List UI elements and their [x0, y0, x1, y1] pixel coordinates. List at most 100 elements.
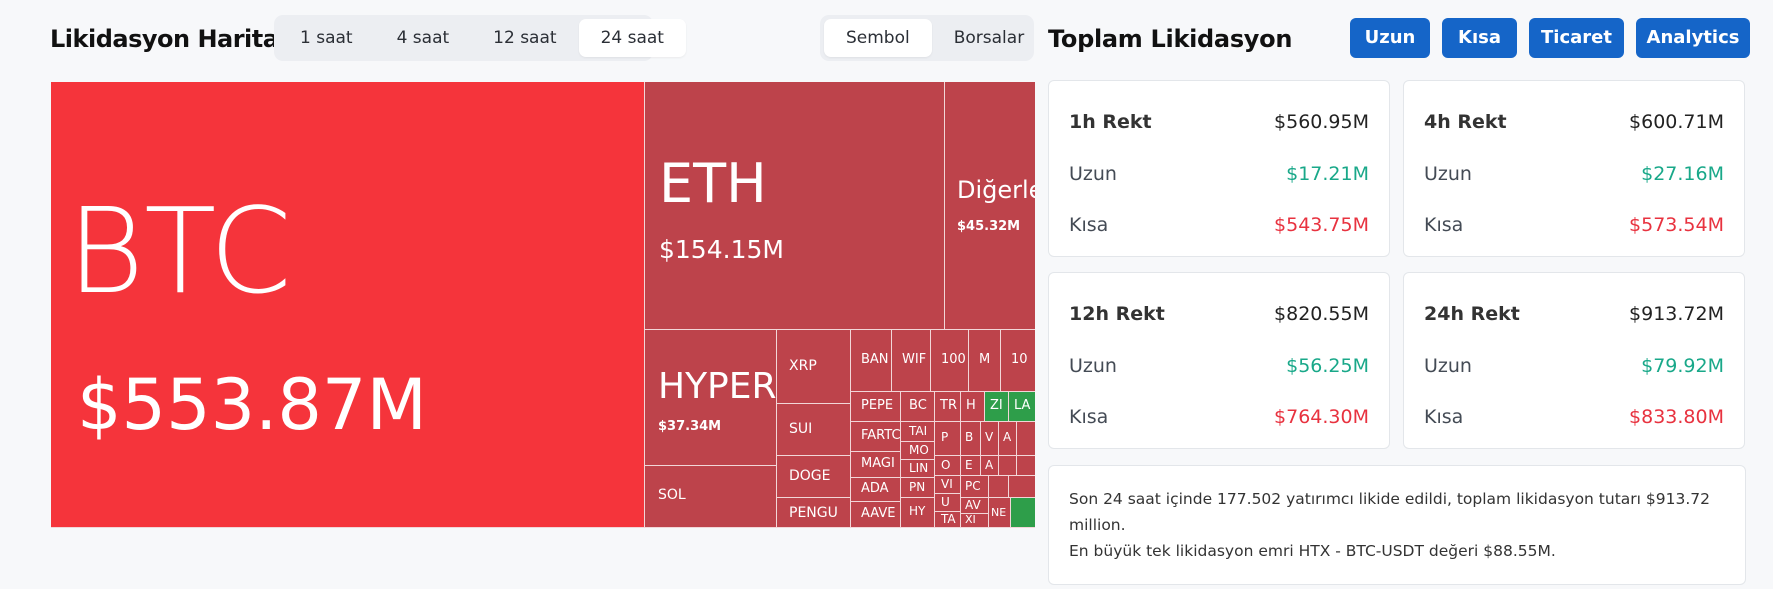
tile-doge[interactable]: DOGE [777, 456, 851, 498]
long-button[interactable]: Uzun [1350, 18, 1430, 58]
tile-la[interactable]: LA [1009, 392, 1035, 422]
tile-h-symbol: H [966, 398, 976, 413]
tile-e-symbol: E [965, 458, 973, 472]
tile-farto[interactable]: FARTC [851, 422, 901, 452]
tile-hy[interactable]: HY [901, 498, 935, 528]
tile-others[interactable]: Diğerle $45.32M [945, 82, 1035, 330]
tile-ta-symbol: TA [941, 512, 956, 526]
tile-av[interactable]: AV [961, 498, 989, 514]
card-total: $600.71M [1629, 111, 1724, 133]
tile-p[interactable]: P [935, 422, 961, 456]
tile-v[interactable]: V [981, 422, 999, 456]
tile-m-symbol: M [979, 352, 991, 367]
tile-green-bottom[interactable] [1011, 498, 1035, 528]
tile-sui-symbol: SUI [789, 421, 813, 437]
tile-magic-symbol: MAGI [861, 456, 895, 471]
tile-magic[interactable]: MAGI [851, 452, 901, 478]
tile-ban[interactable]: BAN [851, 330, 892, 392]
tile-misc1[interactable] [1017, 422, 1035, 456]
tile-sol[interactable]: SOL [645, 466, 777, 528]
tile-sui[interactable]: SUI [777, 404, 851, 456]
short-value: $543.75M [1274, 214, 1369, 236]
short-button[interactable]: Kısa [1442, 18, 1517, 58]
tile-hy-symbol: HY [909, 504, 926, 518]
tile-e[interactable]: E [961, 456, 981, 476]
card-total: $913.72M [1629, 303, 1724, 325]
time-option-4h[interactable]: 4 saat [396, 28, 450, 48]
tile-o[interactable]: O [935, 456, 961, 476]
tile-doge-symbol: DOGE [789, 468, 831, 484]
tile-tai[interactable]: TAI [901, 422, 935, 442]
tile-b[interactable]: B [961, 422, 981, 456]
tile-ne[interactable]: NE [989, 498, 1011, 528]
tile-h[interactable]: H [961, 392, 985, 422]
tile-xrp-symbol: XRP [789, 358, 817, 374]
long-value: $79.92M [1641, 355, 1724, 377]
tile-10[interactable]: 10 [1001, 330, 1035, 392]
tile-100[interactable]: 100 [931, 330, 969, 392]
tile-lin[interactable]: LIN [901, 460, 935, 478]
total-liquidation-title: Toplam Likidasyon [1048, 25, 1293, 53]
view-option-symbol[interactable]: Sembol [824, 19, 932, 57]
tile-hyper[interactable]: HYPER $37.34M [645, 330, 777, 466]
tile-b-symbol: B [965, 430, 974, 444]
tile-v-symbol: V [985, 430, 994, 444]
tile-pengu[interactable]: PENGU [777, 498, 851, 528]
time-option-1h[interactable]: 1 saat [300, 28, 353, 48]
long-value: $27.16M [1641, 163, 1724, 185]
tile-btc-value: $553.87M [77, 364, 427, 446]
tile-ada[interactable]: ADA [851, 478, 901, 502]
tile-ada-symbol: ADA [861, 481, 889, 496]
tile-a2[interactable]: A [981, 456, 999, 476]
tile-aave[interactable]: AAVE [851, 502, 901, 528]
tile-a[interactable]: A [999, 422, 1017, 456]
tile-po[interactable]: PC [961, 476, 989, 498]
tile-eth[interactable]: ETH $154.15M [645, 82, 945, 330]
tile-wif[interactable]: WIF [892, 330, 931, 392]
tile-zl[interactable]: ZI [985, 392, 1009, 422]
tile-u[interactable]: U [935, 494, 961, 512]
rekt-card-4h: 4h Rekt $600.71M Uzun $27.16M Kısa $573.… [1403, 80, 1745, 257]
short-label: Kısa [1424, 406, 1464, 428]
summary-line-2: En büyük tek likidasyon emri HTX - BTC-U… [1069, 542, 1556, 560]
short-label: Kısa [1424, 214, 1464, 236]
card-label: 4h Rekt [1424, 111, 1507, 133]
tile-tr[interactable]: TR [935, 392, 961, 422]
tile-vi-symbol: VI [941, 477, 953, 491]
tile-misc5[interactable] [1009, 476, 1035, 498]
tile-eth-value: $154.15M [659, 235, 784, 264]
tile-p-symbol: P [941, 430, 949, 444]
tile-vi[interactable]: VI [935, 476, 961, 494]
tile-xi[interactable]: XI [961, 514, 989, 528]
tile-po-symbol: PC [965, 479, 981, 493]
short-label: Kısa [1069, 406, 1109, 428]
tile-lin-symbol: LIN [909, 461, 929, 475]
tile-ta[interactable]: TA [935, 512, 961, 528]
tile-pn[interactable]: PN [901, 478, 935, 498]
rekt-card-24h: 24h Rekt $913.72M Uzun $79.92M Kısa $833… [1403, 272, 1745, 449]
time-range-selector: 1 saat 4 saat 12 saat 24 saat [274, 15, 686, 61]
tile-ne-symbol: NE [991, 506, 1007, 519]
tile-bo[interactable]: BC [901, 392, 935, 422]
tile-btc[interactable]: BTC $553.87M [51, 82, 645, 528]
long-label: Uzun [1069, 355, 1117, 377]
tile-mo[interactable]: MO [901, 442, 935, 460]
time-option-12h[interactable]: 12 saat [493, 28, 557, 48]
view-option-exchanges[interactable]: Borsalar [953, 28, 1025, 48]
tile-xrp[interactable]: XRP [777, 330, 851, 404]
tile-misc3[interactable] [1017, 456, 1035, 476]
tile-btc-symbol: BTC [67, 182, 292, 320]
tile-pepe[interactable]: PEPE [851, 392, 901, 422]
tile-misc2[interactable] [999, 456, 1017, 476]
tile-misc4[interactable] [989, 476, 1009, 498]
time-option-24h[interactable]: 24 saat [578, 19, 686, 57]
tile-av-symbol: AV [965, 498, 981, 512]
trade-button[interactable]: Ticaret [1529, 18, 1624, 58]
tile-others-symbol: Diğerle [957, 176, 1035, 204]
long-value: $17.21M [1286, 163, 1369, 185]
tile-bo-symbol: BC [909, 398, 927, 413]
analytics-button[interactable]: Analytics [1636, 18, 1750, 58]
tile-a2-symbol: A [985, 458, 994, 472]
tile-m[interactable]: M [969, 330, 1001, 392]
tile-pn-symbol: PN [909, 480, 926, 494]
